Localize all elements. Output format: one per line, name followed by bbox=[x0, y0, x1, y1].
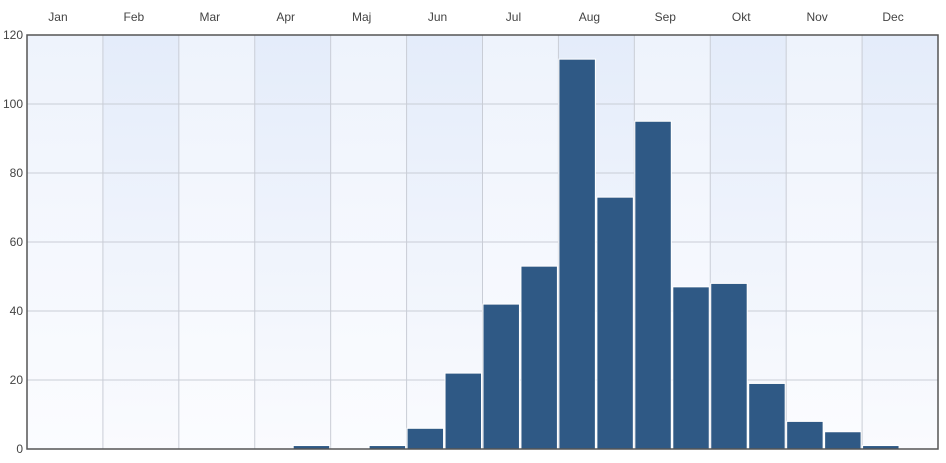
month-label: Apr bbox=[276, 10, 295, 24]
month-label: Nov bbox=[806, 10, 827, 24]
x-axis-labels: Jan Feb Mar Apr Maj Jun Jul Aug Sep Okt Nov Dec bbox=[48, 10, 903, 24]
month-label: Dec bbox=[882, 10, 903, 24]
bars: 1162242531137395474819851 bbox=[292, 58, 900, 450]
month-label: Okt bbox=[732, 10, 751, 24]
y-tick-label: 60 bbox=[10, 235, 24, 249]
bar[interactable]: 53 bbox=[520, 265, 558, 450]
bar[interactable]: 8 bbox=[786, 420, 824, 450]
y-tick-label: 100 bbox=[3, 97, 23, 111]
bar[interactable]: 19 bbox=[748, 382, 786, 450]
plot-frame bbox=[26, 34, 939, 450]
bar[interactable]: 6 bbox=[406, 427, 445, 450]
month-label: Feb bbox=[124, 10, 145, 24]
month-label: Jan bbox=[48, 10, 67, 24]
bar[interactable]: 95 bbox=[634, 120, 672, 450]
y-tick-label: 120 bbox=[3, 28, 23, 42]
bar[interactable]: 47 bbox=[672, 286, 710, 450]
month-label: Maj bbox=[352, 10, 371, 24]
bar[interactable]: 5 bbox=[824, 431, 862, 450]
y-tick-label: 80 bbox=[10, 166, 24, 180]
y-tick-label: 20 bbox=[10, 373, 24, 387]
month-label: Sep bbox=[655, 10, 677, 24]
month-label: Jun bbox=[428, 10, 447, 24]
bar[interactable]: 48 bbox=[710, 282, 748, 450]
month-label: Mar bbox=[199, 10, 220, 24]
y-axis-labels: 0 20 40 60 80 100 120 bbox=[3, 28, 23, 456]
y-tick-label: 40 bbox=[10, 304, 24, 318]
bar[interactable]: 42 bbox=[482, 303, 520, 450]
plot-border bbox=[26, 34, 939, 450]
bar[interactable]: 22 bbox=[444, 372, 482, 450]
month-label: Jul bbox=[506, 10, 521, 24]
y-tick-label: 0 bbox=[16, 442, 23, 456]
bar[interactable]: 113 bbox=[558, 58, 596, 450]
bar[interactable]: 73 bbox=[596, 196, 634, 450]
month-label: Aug bbox=[579, 10, 600, 24]
